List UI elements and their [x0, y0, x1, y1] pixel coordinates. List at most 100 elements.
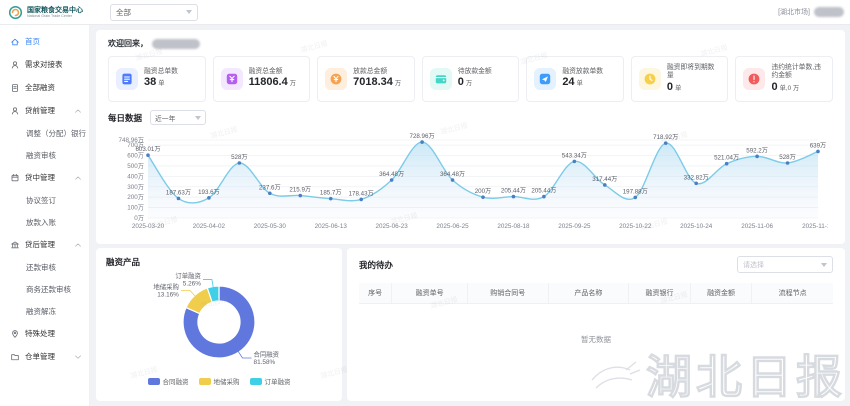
todo-filter-select[interactable]: 请选择 [737, 256, 833, 273]
stat-card-0: 融资总单数 38 单 [108, 56, 206, 102]
sidebar-subitem[interactable]: 融资审核 [26, 150, 56, 160]
sidebar-item-5[interactable]: 贷后管理 [0, 233, 89, 256]
table-col-header-2: 购销合同号 [468, 283, 549, 303]
table-col-header-0: 序号 [359, 283, 393, 303]
svg-text:600万: 600万 [127, 152, 144, 160]
sidebar-item-7[interactable]: 仓单管理 [0, 345, 89, 368]
stat-card-2: 放款总金额 7018.34 万 [317, 56, 415, 102]
todo-empty-text: 暂无数据 [581, 335, 611, 344]
stat-card-unit: 单 [576, 80, 583, 88]
stat-card-label: 融资即将到期数量 [666, 64, 715, 80]
todo-filter-placeholder: 请选择 [743, 261, 764, 269]
sidebar-item-3[interactable]: 贷前管理 [0, 99, 89, 122]
chevron-down-icon [73, 352, 83, 362]
table-col-header-5: 融资金额 [690, 283, 753, 303]
svg-text:603.01万: 603.01万 [135, 146, 160, 153]
sidebar-item-1[interactable]: 需求对接表 [0, 53, 89, 76]
sidebar-item-6[interactable]: 特殊处理 [0, 322, 89, 345]
market-tag: [湖北市场] [778, 9, 810, 16]
svg-text:197.88万: 197.88万 [623, 188, 648, 195]
stat-card-label: 违约统计单数,违约金额 [771, 64, 821, 80]
sidebar-item-2[interactable]: 全部融资 [0, 76, 89, 99]
svg-text:0万: 0万 [134, 214, 144, 222]
svg-text:81.58%: 81.58% [254, 359, 276, 366]
sidebar-item-label: 贷前管理 [25, 106, 55, 115]
chevron-down-icon [186, 10, 192, 14]
stat-card-value: 38 单 [144, 76, 165, 89]
svg-text:合同融资: 合同融资 [254, 349, 280, 358]
legend-label: 订单融资 [264, 379, 291, 386]
table-col-header-6: 流程节点 [752, 283, 833, 303]
svg-text:200万: 200万 [475, 188, 492, 195]
range-select-value: 近一年 [155, 115, 176, 123]
svg-text:地储采购: 地储采购 [153, 282, 179, 291]
stat-card-label: 待放款金额 [457, 68, 492, 76]
svg-text:200万: 200万 [127, 193, 144, 201]
svg-text:400万: 400万 [127, 172, 144, 180]
chevron-down-icon [195, 115, 202, 120]
svg-text:205.44万: 205.44万 [501, 188, 526, 195]
svg-text:2025-06-23: 2025-06-23 [376, 223, 409, 230]
logo-subtitle: National Grain Trade Center [27, 12, 73, 18]
svg-text:187.63万: 187.63万 [166, 189, 191, 196]
stat-card-value: 24 单 [562, 76, 583, 89]
table-col-header-1: 融资单号 [392, 283, 468, 303]
money-icon [220, 68, 243, 90]
svg-text:178.43万: 178.43万 [349, 190, 374, 197]
stat-card-label: 融资放款单数 [562, 68, 604, 76]
chevron-up-icon [73, 173, 83, 183]
sidebar-subitem[interactable]: 调整（分配）银行 [26, 128, 86, 138]
sidebar-item-label: 仓单管理 [25, 352, 55, 361]
svg-text:237.6万: 237.6万 [259, 184, 281, 191]
svg-text:215.9万: 215.9万 [289, 187, 311, 194]
sidebar: 首页 需求对接表全部融资贷前管理调整（分配）银行 融资审核贷中管理协议签订放款入账贷… [0, 24, 90, 406]
chevron-up-icon [73, 240, 83, 250]
stat-card-label: 放款总金额 [353, 68, 388, 76]
products-panel: 融资产品 合同融资 81.58% 地储采购 13.16% 订单融资 5.26% 合同融资地… [96, 248, 342, 401]
svg-text:332.82万: 332.82万 [684, 174, 709, 181]
stat-card-unit: 单,0 万 [779, 84, 800, 92]
legend-label: 地储采购 [213, 379, 240, 386]
legend-swatch [249, 377, 262, 385]
svg-text:2025-04-02: 2025-04-02 [193, 223, 226, 230]
logo-icon [8, 5, 23, 19]
sidebar-item-4[interactable]: 贷中管理 [0, 166, 89, 189]
svg-text:2025-10-22: 2025-10-22 [619, 223, 652, 230]
bottom-row: 融资产品 合同融资 81.58% 地储采购 13.16% 订单融资 5.26% 合同融资地… [96, 248, 845, 401]
svg-text:317.44万: 317.44万 [592, 176, 617, 183]
svg-text:13.16%: 13.16% [157, 291, 179, 298]
svg-text:185.7万: 185.7万 [320, 190, 342, 197]
sidebar-item-label: 全部融资 [25, 83, 55, 92]
svg-text:5.26%: 5.26% [183, 281, 201, 288]
stat-card-label: 融资总金额 [248, 68, 283, 76]
sidebar-subitem[interactable]: 融资解冻 [26, 306, 56, 316]
legend-item-1[interactable]: 地储采购 [198, 376, 240, 386]
svg-text:2025-06-13: 2025-06-13 [315, 223, 348, 230]
sidebar-subitem[interactable]: 商务还款审核 [26, 284, 71, 294]
logo-title: 国家粮食交易中心 [27, 6, 83, 14]
send-icon [534, 68, 557, 90]
sidebar-subitem[interactable]: 协议签订 [26, 195, 56, 205]
bank-icon [10, 240, 20, 250]
legend-item-2[interactable]: 订单融资 [249, 376, 291, 386]
svg-text:2025-03-20: 2025-03-20 [132, 223, 165, 230]
products-section-title: 融资产品 [106, 257, 141, 267]
legend-item-0[interactable]: 合同融资 [147, 376, 189, 386]
calendar-icon [10, 173, 20, 183]
svg-text:364.48万: 364.48万 [440, 171, 465, 178]
sidebar-item-0[interactable]: 首页 [0, 30, 89, 53]
sidebar-subitem[interactable]: 放款入账 [26, 217, 56, 227]
range-select[interactable]: 近一年 [150, 110, 207, 125]
main-content: 欢迎回来， 融资总单数 38 单融资总金额 11806.4 万放款总金额 7018.34 万… [90, 24, 850, 406]
daily-section-title: 每日数据 [108, 112, 143, 123]
svg-text:205.44万: 205.44万 [531, 188, 556, 195]
stat-card-6: 违约统计单数,违约金额 0 单,0 万 [735, 56, 834, 102]
market-select[interactable]: 全部 [110, 3, 198, 21]
coin-icon [325, 68, 348, 90]
sidebar-subitem[interactable]: 还款审核 [26, 262, 56, 272]
stat-card-unit: 万 [465, 80, 473, 88]
